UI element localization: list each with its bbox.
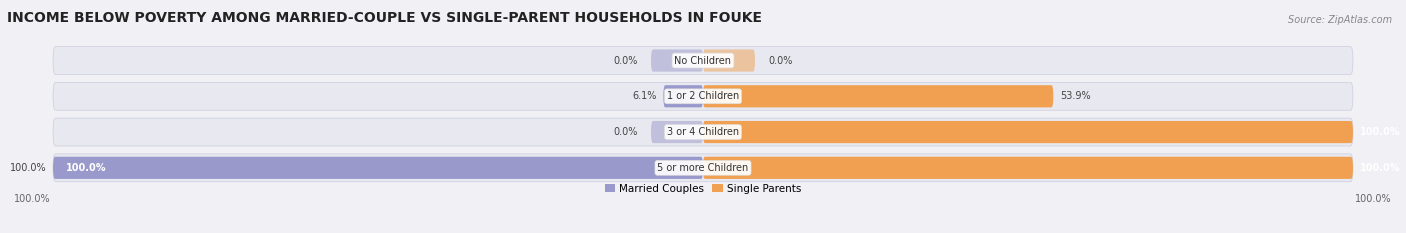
Text: 100.0%: 100.0%: [10, 163, 46, 173]
FancyBboxPatch shape: [53, 47, 1353, 75]
Text: 100.0%: 100.0%: [1360, 127, 1400, 137]
FancyBboxPatch shape: [703, 85, 1053, 107]
Text: 0.0%: 0.0%: [613, 127, 638, 137]
FancyBboxPatch shape: [703, 157, 1353, 179]
Text: 3 or 4 Children: 3 or 4 Children: [666, 127, 740, 137]
Text: 0.0%: 0.0%: [613, 55, 638, 65]
FancyBboxPatch shape: [664, 85, 703, 107]
FancyBboxPatch shape: [53, 118, 1353, 146]
Text: No Children: No Children: [675, 55, 731, 65]
FancyBboxPatch shape: [703, 121, 1353, 143]
Text: 1 or 2 Children: 1 or 2 Children: [666, 91, 740, 101]
Text: 6.1%: 6.1%: [633, 91, 657, 101]
Text: 53.9%: 53.9%: [1060, 91, 1091, 101]
Text: 100.0%: 100.0%: [1355, 194, 1392, 204]
Text: 100.0%: 100.0%: [14, 194, 51, 204]
Text: INCOME BELOW POVERTY AMONG MARRIED-COUPLE VS SINGLE-PARENT HOUSEHOLDS IN FOUKE: INCOME BELOW POVERTY AMONG MARRIED-COUPL…: [7, 11, 762, 25]
FancyBboxPatch shape: [53, 82, 1353, 110]
FancyBboxPatch shape: [53, 157, 703, 179]
FancyBboxPatch shape: [53, 154, 1353, 182]
Text: 5 or more Children: 5 or more Children: [658, 163, 748, 173]
FancyBboxPatch shape: [651, 49, 703, 72]
FancyBboxPatch shape: [703, 49, 755, 72]
Text: Source: ZipAtlas.com: Source: ZipAtlas.com: [1288, 15, 1392, 25]
Text: 100.0%: 100.0%: [1360, 163, 1400, 173]
Text: 0.0%: 0.0%: [768, 55, 793, 65]
Text: 100.0%: 100.0%: [66, 163, 107, 173]
Legend: Married Couples, Single Parents: Married Couples, Single Parents: [600, 180, 806, 198]
FancyBboxPatch shape: [651, 121, 703, 143]
